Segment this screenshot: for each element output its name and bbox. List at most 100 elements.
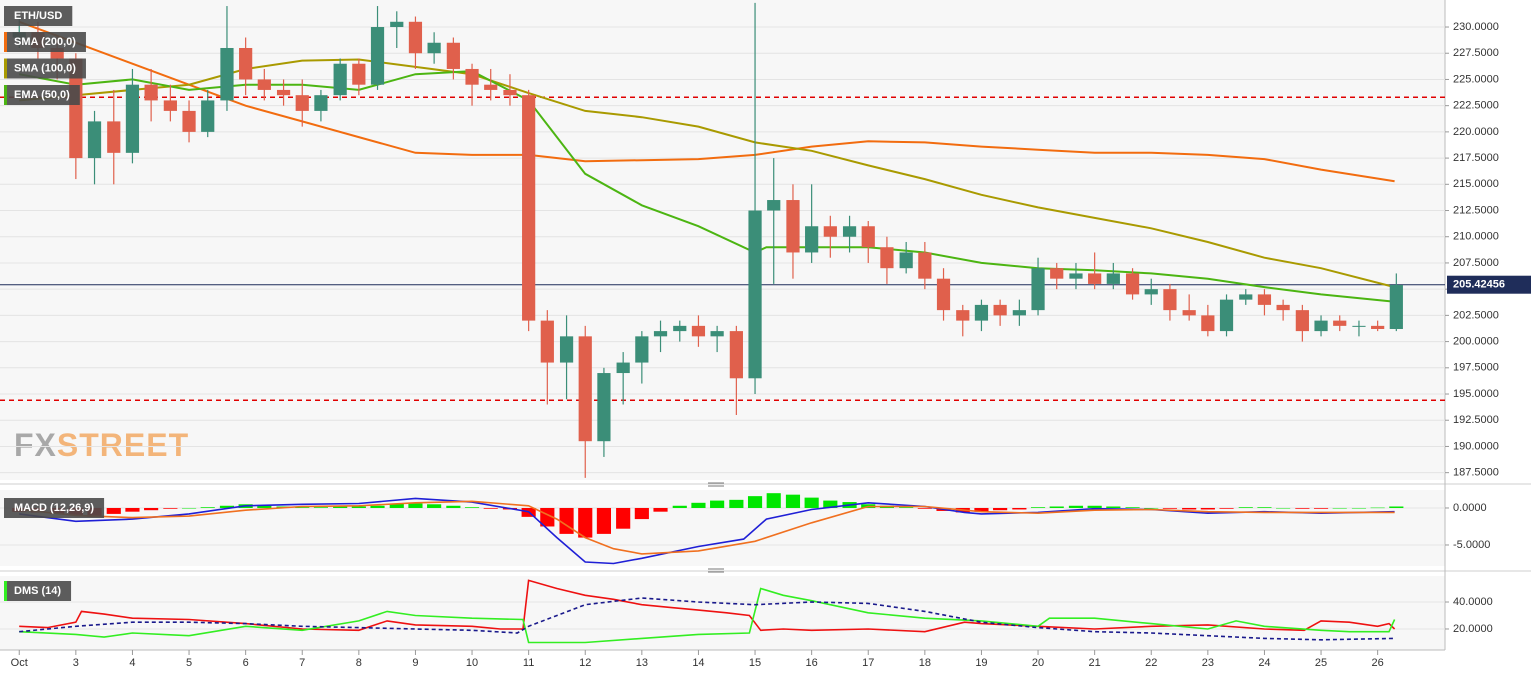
candle-body xyxy=(276,89,291,96)
histogram-bar xyxy=(1030,507,1046,508)
candle-body xyxy=(446,42,460,69)
histogram-bar xyxy=(1162,507,1177,509)
histogram-bar xyxy=(295,507,310,508)
histogram-bar xyxy=(144,507,159,511)
histogram-bar xyxy=(1012,507,1027,510)
last-price-label: 205.42456 xyxy=(1453,279,1505,291)
legend-text: SMA (200,0) xyxy=(14,36,76,48)
candle-body xyxy=(144,84,158,101)
y-tick-label: 207.5000 xyxy=(1453,257,1499,269)
histogram-bar xyxy=(1295,507,1310,509)
histogram-bar xyxy=(1049,506,1064,508)
candle-body xyxy=(522,95,536,321)
histogram-bar xyxy=(106,507,121,514)
y-tick-label: 225.0000 xyxy=(1453,73,1499,85)
histogram-bar xyxy=(1144,507,1159,509)
y-tick-label: 0.0000 xyxy=(1453,502,1487,514)
candle-body xyxy=(767,200,781,211)
histogram-bar xyxy=(370,505,385,508)
histogram-bar xyxy=(1200,507,1215,510)
candle-body xyxy=(87,121,102,159)
candle-body xyxy=(220,47,234,101)
candle-body xyxy=(239,47,253,80)
histogram-bar xyxy=(993,507,1008,511)
x-tick-label: 10 xyxy=(466,657,478,669)
histogram-bar xyxy=(1238,507,1253,508)
legend-box-bg xyxy=(4,32,86,52)
candle-body xyxy=(578,336,592,442)
histogram-bar xyxy=(710,500,725,508)
legend-box-bg xyxy=(4,85,80,105)
histogram-bar xyxy=(483,507,498,509)
x-tick-label: 17 xyxy=(862,657,874,669)
candle-body xyxy=(352,63,366,85)
x-tick-label: 25 xyxy=(1315,657,1327,669)
candle-body xyxy=(257,79,271,90)
histogram-bar xyxy=(1332,507,1347,509)
histogram-bar xyxy=(1125,507,1140,508)
legend-box: ETH/USD xyxy=(4,6,73,26)
legend-box: DMS (14) xyxy=(4,581,72,601)
x-tick-label: 18 xyxy=(919,657,931,669)
histogram-bar xyxy=(616,507,631,529)
histogram-bar xyxy=(1276,507,1291,509)
x-tick-label: 11 xyxy=(523,657,534,669)
indicator-line xyxy=(18,20,1395,183)
x-tick-label: 14 xyxy=(692,657,704,669)
histogram-bar xyxy=(823,500,838,508)
candle-body xyxy=(69,58,83,159)
resize-grip[interactable] xyxy=(708,482,724,573)
legend-text: ETH/USD xyxy=(14,10,62,22)
y-tick-label: 217.5000 xyxy=(1453,152,1499,164)
candle-body xyxy=(1333,320,1347,326)
legend-color xyxy=(4,58,7,79)
candle-body xyxy=(956,310,970,321)
histogram-bar xyxy=(917,507,932,509)
y-tick-label: -5.0000 xyxy=(1453,539,1490,551)
candle-body xyxy=(314,95,328,111)
candle-body xyxy=(370,27,385,85)
candle-body xyxy=(673,325,687,332)
x-tick-label: 26 xyxy=(1372,657,1384,669)
histogram-bar xyxy=(634,507,649,520)
y-tick-label: 220.0000 xyxy=(1453,126,1499,138)
legend-color xyxy=(4,32,7,52)
candle-body xyxy=(597,373,611,442)
histogram-bar xyxy=(766,493,781,508)
legend-color xyxy=(4,85,7,105)
histogram-bar xyxy=(219,505,235,508)
histogram-bar xyxy=(1182,507,1197,510)
histogram-bar xyxy=(691,502,706,508)
x-tick-label: 24 xyxy=(1258,657,1270,669)
histogram-bar xyxy=(1219,507,1234,509)
candle-body xyxy=(503,89,517,96)
histogram-bar xyxy=(1370,507,1385,509)
histogram-bar xyxy=(1106,506,1121,508)
histogram-bar xyxy=(578,507,593,538)
candle-body xyxy=(993,304,1007,316)
candle-body xyxy=(1182,310,1196,316)
candle-body xyxy=(1106,273,1120,284)
legend-box: MACD (12,26,9) xyxy=(4,498,105,518)
legend-box: SMA (200,0) xyxy=(4,32,86,52)
histogram-bar xyxy=(672,505,687,508)
x-tick-label: Oct xyxy=(11,657,28,669)
x-tick-label: 8 xyxy=(356,657,362,669)
candle-body xyxy=(918,252,932,279)
histogram-bar xyxy=(974,507,989,512)
candle-body xyxy=(465,68,479,85)
candle-body xyxy=(182,110,196,132)
candle-body xyxy=(1069,273,1083,279)
candle-body xyxy=(1219,299,1234,332)
histogram-bar xyxy=(899,507,914,508)
y-tick-label: 210.0000 xyxy=(1453,231,1499,243)
candle-body xyxy=(1201,315,1215,332)
histogram-bar xyxy=(313,507,328,508)
x-tick-label: 23 xyxy=(1202,657,1214,669)
candle-body xyxy=(748,210,762,379)
main-panel xyxy=(0,0,1445,480)
y-tick-label: 230.0000 xyxy=(1453,21,1499,33)
x-tick-label: 13 xyxy=(636,657,648,669)
x-tick-label: 5 xyxy=(186,657,192,669)
candle-body xyxy=(691,325,706,337)
